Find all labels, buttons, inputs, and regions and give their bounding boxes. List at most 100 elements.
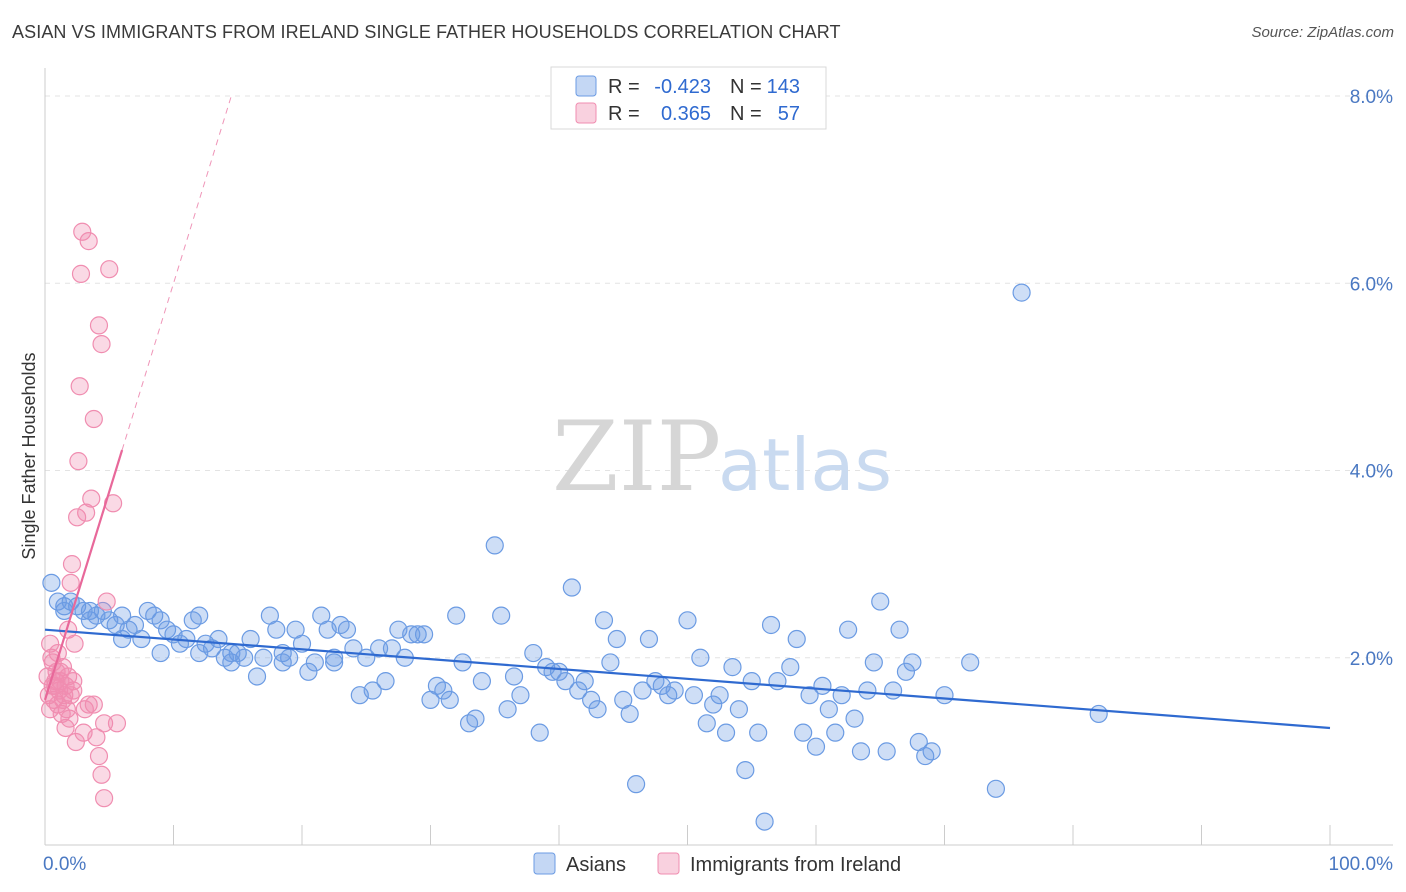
- data-point: [95, 714, 114, 733]
- data-point: [151, 643, 170, 663]
- data-point: [781, 658, 800, 677]
- data-point: [729, 700, 749, 719]
- x-tick-labels: 0.0% 100.0%: [43, 854, 1393, 875]
- data-point: [549, 662, 569, 681]
- data-point: [41, 634, 60, 653]
- legend-bottom: Asians Immigrants from Ireland: [533, 852, 901, 876]
- series-asians: [42, 283, 1108, 831]
- data-point: [66, 732, 85, 752]
- x-tick-label-max: 100.0%: [1329, 854, 1394, 875]
- data-point: [56, 718, 75, 738]
- data-point: [70, 377, 89, 396]
- data-point: [370, 639, 389, 658]
- legend-r-value: -0.423: [654, 76, 711, 98]
- data-point: [112, 629, 132, 649]
- data-point: [472, 672, 491, 691]
- data-point: [440, 690, 459, 709]
- data-point: [267, 620, 286, 639]
- legend-swatch-asians: [575, 75, 597, 97]
- data-point: [151, 611, 170, 630]
- data-point: [761, 615, 781, 635]
- trend-line-solid: [43, 449, 124, 701]
- data-point: [87, 728, 106, 747]
- data-point: [447, 606, 466, 625]
- data-point: [813, 676, 832, 695]
- data-point: [71, 264, 91, 283]
- data-point: [82, 489, 101, 508]
- data-point: [794, 723, 813, 742]
- data-point: [569, 681, 588, 700]
- chart-source: Source: ZipAtlas.com: [1251, 24, 1394, 41]
- data-point: [588, 700, 607, 719]
- data-point: [601, 653, 620, 672]
- data-point: [402, 625, 421, 644]
- data-point: [84, 695, 103, 714]
- trend-lines: [43, 95, 1331, 730]
- legend-n-label: N =: [730, 76, 762, 98]
- data-points: [38, 222, 1108, 831]
- data-point: [704, 695, 723, 714]
- data-point: [466, 709, 485, 728]
- data-point: [69, 452, 88, 471]
- chart-title: ASIAN VS IMMIGRANTS FROM IRELAND SINGLE …: [12, 22, 841, 42]
- data-point: [80, 611, 100, 630]
- data-point: [273, 653, 292, 672]
- data-point: [877, 742, 896, 761]
- data-point: [665, 681, 684, 700]
- data-point: [896, 662, 916, 681]
- y-tick-label: 4.0%: [1350, 462, 1393, 483]
- watermark: ZIP atlas: [552, 401, 892, 513]
- legend-n-value: 57: [778, 103, 800, 125]
- data-point: [485, 536, 504, 555]
- data-point: [97, 592, 116, 611]
- data-point: [961, 653, 980, 672]
- data-point: [60, 709, 79, 728]
- data-point: [93, 601, 112, 621]
- data-point: [1012, 283, 1031, 302]
- legend-swatch-ireland: [575, 102, 597, 124]
- data-point: [325, 648, 344, 667]
- data-point: [556, 672, 575, 691]
- legend-n-label: N =: [730, 103, 762, 125]
- data-point: [678, 611, 697, 630]
- data-point: [89, 316, 109, 335]
- y-tick-label: 6.0%: [1350, 274, 1393, 295]
- data-point: [77, 503, 96, 522]
- data-point: [55, 597, 74, 616]
- legend-top: R = -0.423 N = 143 R = 0.365 N = 57: [550, 66, 827, 130]
- data-point: [530, 723, 549, 742]
- data-point: [68, 508, 87, 527]
- legend-swatch-ireland: [657, 852, 680, 875]
- data-point: [800, 686, 819, 705]
- data-point: [633, 681, 652, 700]
- data-point: [190, 606, 209, 625]
- data-point: [408, 625, 427, 644]
- legend-r-label: R =: [608, 76, 640, 98]
- legend-r-label: R =: [608, 103, 640, 125]
- data-point: [222, 643, 241, 663]
- data-point: [986, 779, 1006, 798]
- data-point: [839, 620, 858, 639]
- data-point: [100, 260, 119, 279]
- data-point: [723, 658, 742, 677]
- data-point: [84, 409, 103, 429]
- data-point: [92, 335, 111, 354]
- data-point: [190, 643, 209, 663]
- y-axis-label: Single Father Households: [19, 352, 39, 559]
- data-point: [95, 789, 114, 808]
- data-point: [806, 737, 826, 756]
- trend-line-solid: [44, 628, 1331, 730]
- data-point: [716, 723, 736, 742]
- data-point: [511, 686, 530, 705]
- data-point: [582, 690, 601, 709]
- data-point: [594, 611, 614, 630]
- data-point: [498, 700, 517, 719]
- data-point: [414, 625, 434, 644]
- data-point: [92, 765, 111, 784]
- data-point: [691, 648, 710, 667]
- data-point: [922, 742, 941, 761]
- data-point: [65, 634, 84, 653]
- data-point: [434, 681, 453, 700]
- series-ireland: [38, 222, 127, 808]
